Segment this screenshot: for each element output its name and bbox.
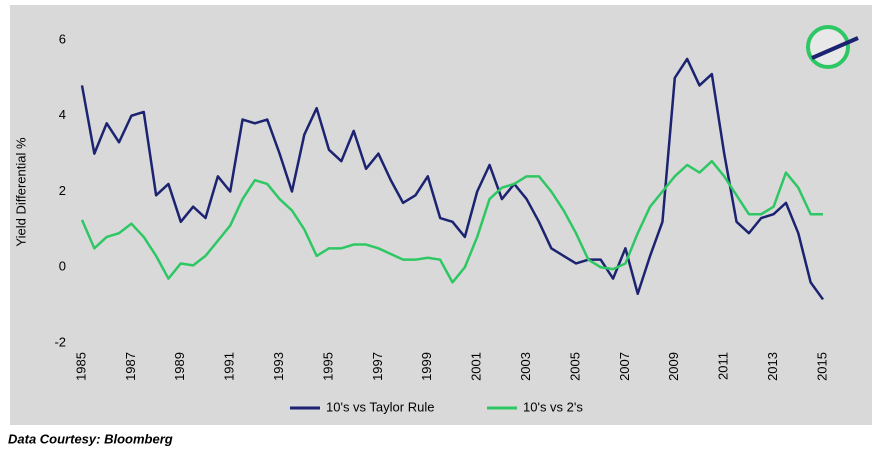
y-tick-label: 4 <box>59 107 66 122</box>
x-tick-label: 2015 <box>814 352 829 381</box>
x-tick-label: 2013 <box>765 352 780 381</box>
series-line <box>80 159 823 284</box>
x-tick-label: 1997 <box>370 352 385 381</box>
x-tick-label: 1995 <box>320 352 335 381</box>
x-tick-label: 2001 <box>469 352 484 381</box>
x-tick-label: 1993 <box>271 352 286 381</box>
y-tick-label: 0 <box>59 259 66 274</box>
y-axis-label: Yield Differential % <box>13 137 28 247</box>
x-tick-label: 1989 <box>172 352 187 381</box>
x-tick-label: 1991 <box>222 352 237 381</box>
y-tick-label: -2 <box>54 334 66 349</box>
y-tick-label: 2 <box>59 183 66 198</box>
x-tick-label: 1987 <box>123 352 138 381</box>
legend-label: 10's vs 2's <box>523 399 583 414</box>
x-tick-label: 2011 <box>716 352 731 380</box>
plot-background <box>10 5 872 425</box>
x-tick-label: 2009 <box>666 352 681 381</box>
x-tick-label: 1985 <box>73 352 88 381</box>
x-tick-label: 2003 <box>518 352 533 381</box>
x-tick-label: 1999 <box>419 352 434 381</box>
x-tick-label: 2007 <box>617 352 632 381</box>
y-tick-label: 6 <box>59 31 66 46</box>
x-tick-label: 2005 <box>567 352 582 381</box>
logo <box>806 25 859 69</box>
source: Data Courtesy: Bloomberg <box>8 431 173 446</box>
series-line <box>80 57 825 301</box>
legend-label: 10's vs Taylor Rule <box>326 399 434 414</box>
